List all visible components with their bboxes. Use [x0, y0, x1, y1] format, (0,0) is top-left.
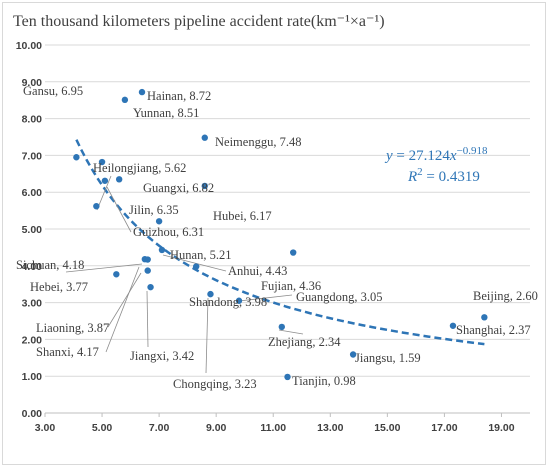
point-label: Chongqing, 3.23	[173, 377, 257, 391]
x-tick-label: 9.00	[206, 422, 227, 434]
trendline	[75, 139, 485, 346]
leader-line	[146, 290, 149, 348]
y-tick-label: 4.00	[22, 261, 43, 273]
trend-equation-text: y = 27.124x−0.918	[384, 145, 488, 164]
data-points	[73, 88, 488, 381]
y-tick-label: 8.00	[22, 114, 43, 126]
point-label: Liaoning, 3.87	[36, 321, 109, 335]
trendline-path	[75, 139, 485, 346]
data-point	[98, 158, 106, 166]
data-point	[93, 202, 100, 210]
data-point	[101, 177, 109, 184]
point-label: Beijing, 2.60	[473, 289, 538, 303]
data-point	[155, 218, 163, 225]
data-point	[201, 134, 208, 141]
x-tick-label: 7.00	[149, 422, 170, 434]
chart-title: Ten thousand kilometers pipeline acciden…	[13, 13, 385, 30]
y-tick-label: 1.00	[22, 371, 43, 383]
x-tick-label: 15.00	[374, 422, 400, 434]
leader-line	[107, 272, 142, 328]
y-tick-label: 7.00	[22, 150, 43, 162]
leader-line	[65, 263, 143, 273]
point-label: Hubei, 6.17	[213, 209, 272, 223]
point-label: Shanghai, 2.37	[456, 323, 531, 337]
leader-line	[238, 294, 293, 302]
y-tick-label: 10.00	[16, 40, 42, 52]
y-tick-label: 6.00	[22, 187, 43, 199]
data-point	[449, 322, 457, 329]
leader-line	[105, 266, 140, 353]
chart-frame: Ten thousand kilometers pipeline acciden…	[2, 2, 546, 465]
point-label: Guangxi, 6.82	[143, 181, 214, 195]
point-label: Zhejiang, 2.34	[268, 335, 341, 349]
leader-line	[96, 175, 112, 211]
point-label: Hebei, 3.77	[30, 280, 88, 294]
data-point	[201, 182, 208, 190]
trend-equation: y = 27.124x−0.918 R2 = 0.4319	[384, 145, 488, 185]
leader-lines	[65, 175, 304, 374]
x-tick-label: 3.00	[35, 422, 56, 434]
point-label: Hainan, 8.72	[147, 89, 211, 103]
data-point	[121, 96, 129, 104]
point-label: Anhui, 4.43	[228, 264, 287, 278]
point-label: Hunan, 5.21	[170, 248, 231, 262]
axes: 0.00 1.00 2.00 3.00 4.00 5.00 6.00 7.00 8.00 9.00…	[16, 40, 530, 434]
data-point	[284, 373, 291, 381]
data-labels: Gansu, 6.95 Hainan, 8.72 Yunnan, 8.51 Heilo…	[16, 84, 538, 391]
data-point	[349, 351, 357, 358]
data-point	[144, 267, 151, 274]
x-tick-label: 13.00	[317, 422, 343, 434]
data-point	[73, 154, 80, 161]
x-tick-label: 5.00	[92, 422, 113, 434]
leader-line	[278, 329, 304, 335]
trend-r2-text: R2 = 0.4319	[407, 166, 480, 185]
data-point	[113, 271, 120, 278]
leader-line	[162, 254, 227, 272]
data-point	[481, 314, 488, 321]
point-label: Tianjin, 0.98	[292, 374, 356, 388]
y-tick-label: 9.00	[22, 77, 43, 89]
point-label: Shanxi, 4.17	[36, 345, 99, 359]
data-point	[278, 323, 285, 331]
point-label: Yunnan, 8.51	[133, 106, 199, 120]
point-label: Shandong, 3.98	[189, 295, 267, 309]
point-label: Sichuan, 4.18	[16, 258, 84, 272]
y-tick-label: 0.00	[22, 408, 43, 420]
scatter-plot: 0.00 1.00 2.00 3.00 4.00 5.00 6.00 7.00 8.00 9.00…	[16, 40, 538, 434]
data-point	[138, 88, 146, 96]
data-point	[115, 176, 123, 183]
point-label: Guangdong, 3.05	[296, 290, 382, 304]
point-label: Gansu, 6.95	[23, 84, 83, 98]
point-label: Jiangsu, 1.59	[355, 351, 421, 365]
y-tick-label: 5.00	[22, 224, 43, 236]
point-label: Fujian, 4.36	[261, 279, 321, 293]
data-point	[207, 290, 214, 298]
data-point	[144, 256, 151, 263]
leader-line	[106, 186, 132, 233]
x-tick-label: 19.00	[488, 422, 514, 434]
y-tick-label: 3.00	[22, 298, 43, 310]
y-tick-label: 2.00	[22, 334, 43, 346]
point-label: Jiangxi, 3.42	[130, 349, 194, 363]
point-label: Jilin, 6.35	[129, 203, 179, 217]
point-label: Guizhou, 6.31	[133, 225, 204, 239]
data-point	[193, 263, 200, 270]
data-point	[290, 249, 297, 256]
data-point	[158, 246, 166, 254]
leader-line	[205, 297, 209, 374]
point-label: Heilongjiang, 5.62	[93, 161, 186, 175]
data-point	[235, 297, 243, 304]
x-tick-label: 11.00	[260, 422, 286, 434]
point-label: Neimenggu, 7.48	[215, 135, 301, 149]
data-point	[147, 283, 154, 291]
x-tick-label: 17.00	[431, 422, 457, 434]
